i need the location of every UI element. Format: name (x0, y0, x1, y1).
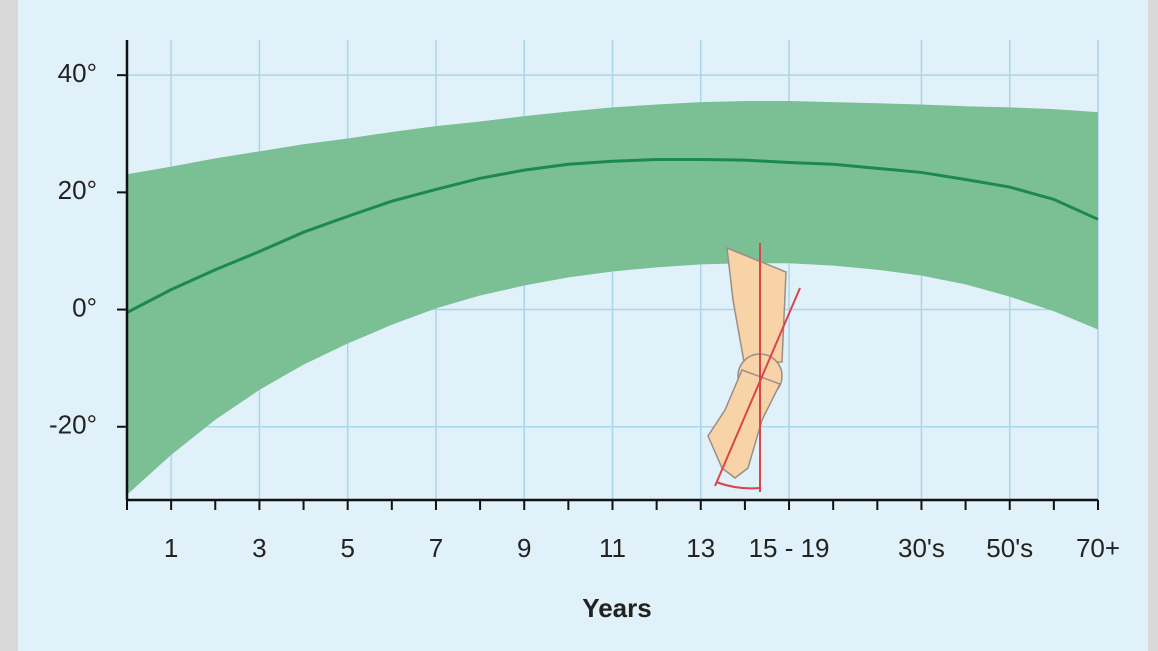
x-tick-label: 9 (517, 533, 531, 563)
x-tick-label: 7 (429, 533, 443, 563)
x-tick-label: 30's (898, 533, 945, 563)
y-tick-label: -20° (49, 410, 97, 440)
x-tick-label: 11 (599, 533, 626, 563)
x-tick-label: 3 (252, 533, 266, 563)
page: {"chart_data": {"type": "line", "x_label… (0, 0, 1158, 651)
y-tick-label: 0° (72, 292, 97, 322)
chart: -20°0°20°40°13579111315 - 1930's50's70+ … (0, 0, 1158, 651)
x-tick-label: 50's (986, 533, 1033, 563)
x-tick-label: 15 - 19 (749, 533, 830, 563)
x-tick-label: 70+ (1076, 533, 1120, 563)
x-tick-label: 1 (164, 533, 178, 563)
x-tick-label: 5 (340, 533, 354, 563)
y-tick-label: 40° (58, 58, 97, 88)
y-tick-label: 20° (58, 175, 97, 205)
x-axis-label: Years (582, 593, 651, 623)
x-tick-label: 13 (686, 533, 715, 563)
